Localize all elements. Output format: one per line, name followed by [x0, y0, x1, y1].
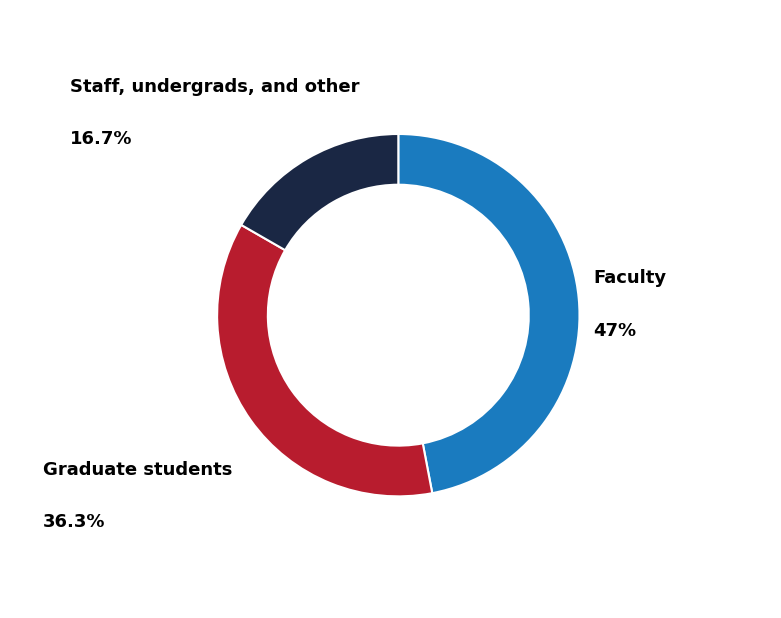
- Text: Staff, undergrads, and other: Staff, undergrads, and other: [70, 78, 360, 96]
- Text: 47%: 47%: [594, 322, 637, 340]
- Wedge shape: [217, 225, 432, 496]
- Text: Faculty: Faculty: [594, 269, 667, 287]
- Text: 16.7%: 16.7%: [70, 130, 133, 148]
- Text: 36.3%: 36.3%: [43, 514, 105, 531]
- Wedge shape: [241, 134, 398, 250]
- Text: Graduate students: Graduate students: [43, 461, 232, 479]
- Wedge shape: [398, 134, 580, 493]
